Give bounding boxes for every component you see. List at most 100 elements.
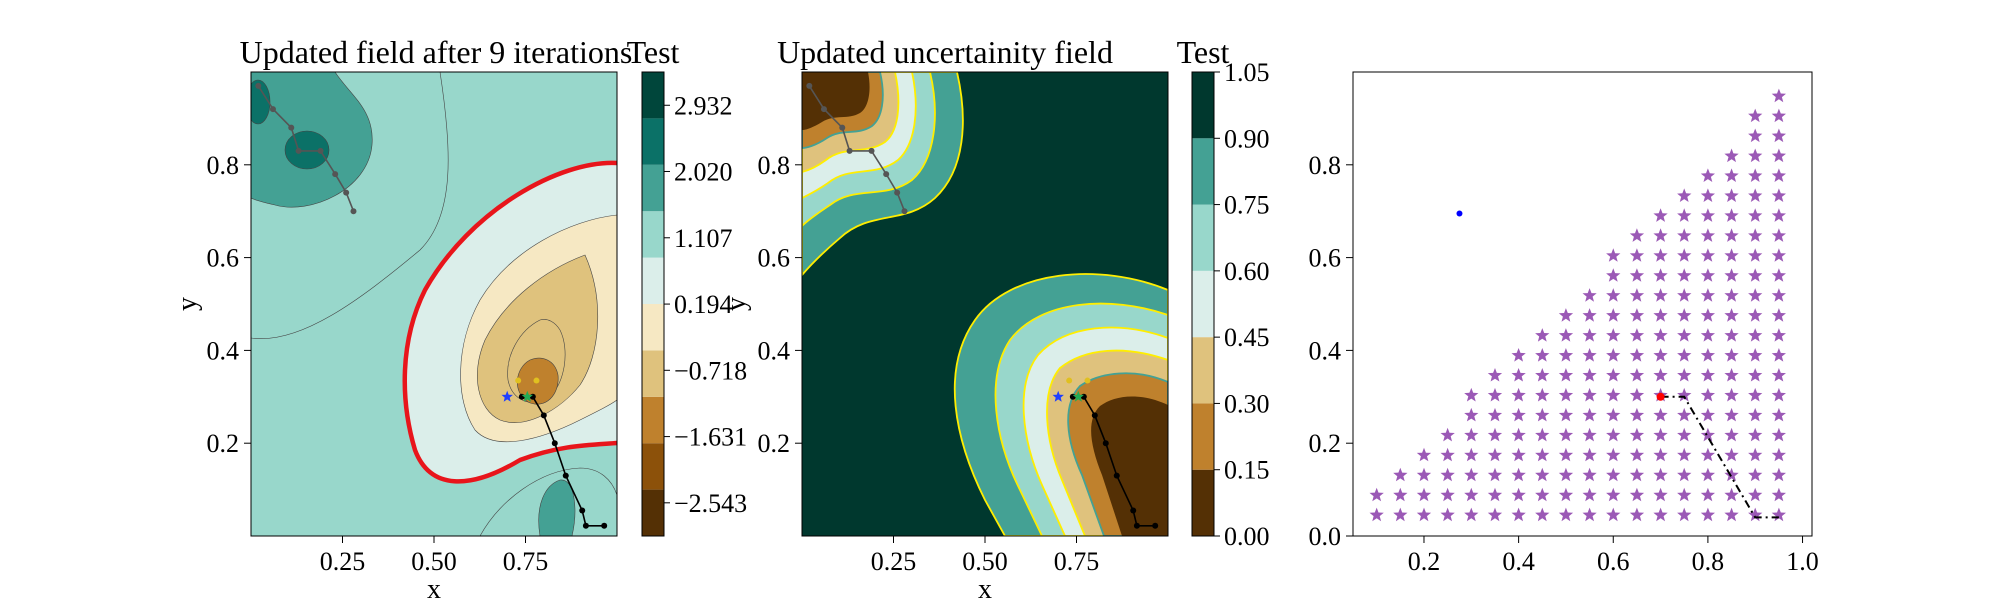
uncertainty-markers [1052,377,1091,402]
field-path-point [601,522,608,529]
field-dot-marker [533,377,540,384]
candidate-star [1748,168,1763,182]
uncertainty-x-ticks: 0.25 0.50 0.75 [871,536,1099,576]
candidate-star [1440,447,1455,462]
field-path-point [579,507,586,514]
candidates-y-tick-label: 0.0 [1309,522,1342,551]
candidate-star [1700,188,1715,202]
candidate-star [1582,387,1597,402]
field-colorbar-band [642,257,664,304]
uncertainty-x-tick-label: 0.50 [962,547,1008,576]
candidate-star [1606,387,1621,402]
candidate-star [1464,387,1479,402]
candidate-star [1558,328,1574,342]
candidates-path-line [1660,395,1779,519]
candidate-star [1677,427,1692,442]
candidate-star [1771,148,1786,163]
candidate-star [1748,487,1763,502]
candidate-star [1582,427,1597,442]
field-y-tick-label: 0.6 [207,244,240,273]
candidate-star [1771,268,1786,282]
uncertainty-path-point [1152,522,1159,529]
candidate-star [1700,248,1715,262]
field-colorbar-tick-label: 0.194 [674,290,733,319]
blue-point [1456,210,1463,217]
candidate-star [1771,348,1786,362]
candidate-star [1700,447,1715,462]
candidate-star [1724,148,1739,163]
candidate-star [1748,108,1763,123]
uncertainty-star-marker [1072,390,1084,402]
uncertainty-path-point [901,208,908,215]
candidate-star [1724,387,1739,402]
candidate-star [1606,407,1621,422]
uncertainty-path-point [868,147,875,154]
uncertainty-colorbar: 1.05 0.90 0.75 0.60 0.45 0.30 0.15 0.00 Test [1177,34,1270,551]
candidate-star [1653,368,1668,382]
field-colorbar-ticks: 2.932 2.020 1.107 0.194 −0.718 −1.631 −2.543 [664,91,747,518]
candidate-star [1700,368,1715,382]
candidate-star [1700,208,1715,222]
candidate-star [1771,368,1786,382]
field-path-point [295,147,302,154]
uncertainty-y-tick-label: 0.6 [758,244,791,273]
candidate-star [1606,427,1621,442]
uncertainty-path-point [883,171,890,178]
candidate-star [1724,467,1739,482]
candidate-star [1724,228,1739,242]
candidates-y-tick-label: 0.2 [1309,429,1342,458]
field-colorbar-tick-label: 1.107 [674,224,733,253]
field-path-point [288,124,295,131]
candidate-star [1464,427,1479,442]
candidate-star [1653,208,1668,222]
candidate-star [1606,487,1621,502]
uncertainty-path-point [1091,412,1098,419]
candidate-star [1724,368,1739,382]
candidate-star [1724,407,1739,422]
candidate-star [1582,288,1597,302]
candidate-star [1582,308,1597,322]
candidate-star [1724,268,1739,282]
candidate-star [1771,228,1786,242]
uncertainty-path-point [1102,440,1109,447]
candidate-star [1582,487,1597,502]
candidate-star [1724,208,1739,222]
candidate-star [1464,447,1479,462]
uncertainty-x-tick-label: 0.25 [871,547,917,576]
candidate-star [1724,447,1739,462]
candidate-star [1677,228,1692,242]
candidates-path [1660,395,1779,519]
uncertainty-x-label: x [978,574,992,600]
field-y-label: y [172,297,203,311]
candidate-star [1629,447,1645,462]
candidates-special-points [1456,210,1665,401]
candidate-star [1748,148,1763,163]
candidate-star [1771,188,1786,202]
candidate-star [1771,427,1786,442]
candidate-star [1677,188,1692,202]
candidate-star [1606,288,1621,302]
uncertainty-colorbar-ticks: 1.05 0.90 0.75 0.60 0.45 0.30 0.15 0.00 [1214,58,1270,551]
uncertainty-colorbar-band [1192,204,1214,271]
candidate-star [1487,507,1503,522]
candidate-star [1511,447,1526,462]
candidate-star [1724,328,1739,342]
candidate-star [1582,348,1597,362]
candidate-star [1535,407,1550,422]
candidate-points [1369,88,1786,522]
field-path-point [332,171,339,178]
candidate-star [1606,248,1621,262]
candidate-star [1748,208,1763,222]
field-colorbar-tick-label: 2.020 [674,157,733,186]
candidate-star [1558,407,1574,422]
candidate-star [1535,447,1550,462]
uncertainty-path-point [894,189,901,196]
candidate-star [1771,447,1786,462]
candidate-star [1748,368,1763,382]
candidates-x-tick-label: 0.8 [1692,547,1725,576]
candidate-star [1724,248,1739,262]
field-colorbar-band [642,443,664,490]
candidate-star [1653,248,1668,262]
uncertainty-colorbar-band [1192,403,1214,470]
candidate-star [1677,447,1692,462]
